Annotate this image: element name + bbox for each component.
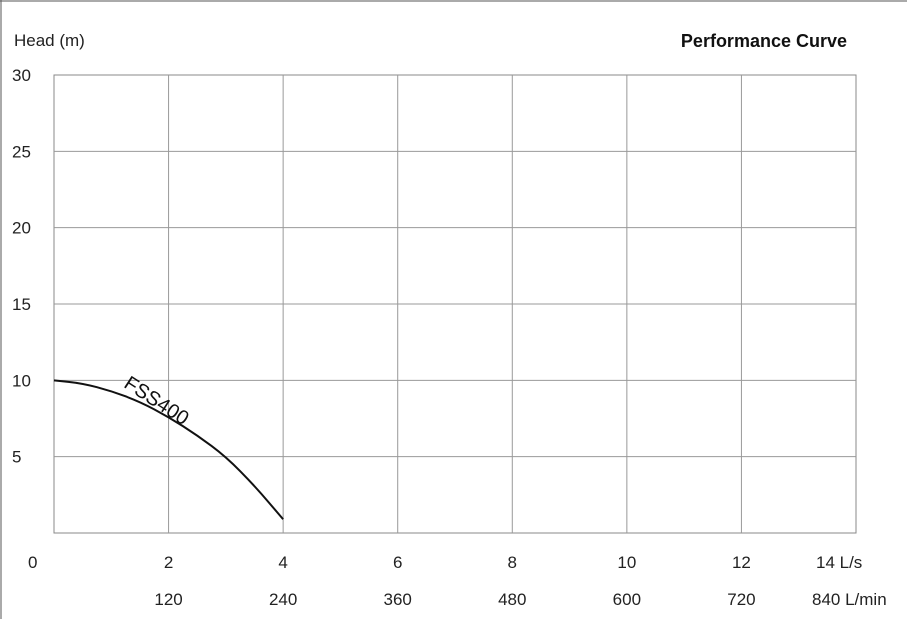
y-tick-label: 30: [12, 66, 31, 85]
x-tick-label-lmin: 600: [613, 590, 641, 609]
y-tick-label: 25: [12, 142, 31, 161]
x-tick-label-lps: 2: [164, 553, 173, 572]
x-tick-label-lmin: 240: [269, 590, 297, 609]
x-tick-label-lps: 12: [732, 553, 751, 572]
x-tick-label-lps: 14 L/s: [816, 553, 862, 572]
series-label-fss400: FSS400: [120, 372, 193, 430]
y-tick-label: 20: [12, 219, 31, 238]
y-tick-label: 5: [12, 448, 21, 467]
x-tick-label-lps: 6: [393, 553, 402, 572]
x-tick-label-lmin: 480: [498, 590, 526, 609]
x-tick-label-lmin: 840 L/min: [812, 590, 887, 609]
y-tick-label: 0: [28, 553, 37, 572]
x-tick-label-lps: 4: [278, 553, 287, 572]
x-tick-label-lmin: 120: [154, 590, 182, 609]
y-tick-label: 15: [12, 295, 31, 314]
x-tick-label-lmin: 720: [727, 590, 755, 609]
x-tick-label-lmin: 360: [384, 590, 412, 609]
chart-title: Performance Curve: [680, 31, 847, 51]
x-tick-label-lps: 8: [508, 553, 517, 572]
y-axis-label: Head (m): [14, 31, 85, 50]
y-tick-label: 10: [12, 371, 31, 390]
series-line-fss400: [53, 379, 284, 520]
x-tick-label-lps: 10: [617, 553, 636, 572]
